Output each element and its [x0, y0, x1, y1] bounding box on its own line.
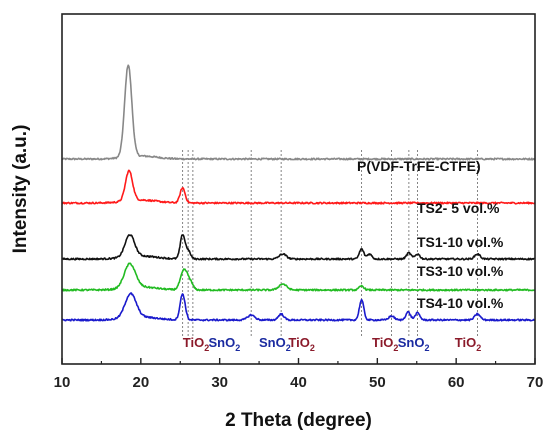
- plot-frame: [61, 13, 536, 365]
- x-axis-title: 2 Theta (degree): [225, 410, 372, 431]
- phase-label: SnO2: [398, 335, 430, 353]
- series-line: [61, 169, 536, 205]
- phase-label: TiO2: [372, 335, 398, 353]
- series-label: TS1-10 vol.%: [417, 234, 504, 250]
- curves: [61, 64, 536, 322]
- x-tick-label: 20: [132, 374, 149, 391]
- phase-label: TiO2: [183, 335, 209, 353]
- x-axis-ticks: 10 20 30 40 50 60 70: [54, 358, 544, 391]
- series-line: [61, 292, 536, 322]
- x-tick-label: 10: [54, 374, 71, 391]
- x-tick-label: 30: [211, 374, 228, 391]
- series-labels: P(VDF-TrFE-CTFE) TS2- 5 vol.% TS1-10 vol.%…: [357, 158, 504, 311]
- x-tick-label: 40: [290, 374, 307, 391]
- series-line: [61, 234, 536, 261]
- y-axis-title: Intensity (a.u.): [10, 125, 31, 254]
- x-tick-label: 70: [527, 374, 544, 391]
- reference-lines: [182, 150, 478, 336]
- series-label: TS3-10 vol.%: [417, 263, 504, 279]
- phase-label: TiO2: [288, 335, 314, 353]
- phase-label: SnO2: [209, 335, 241, 353]
- series-label: TS4-10 vol.%: [417, 295, 504, 311]
- series-label: P(VDF-TrFE-CTFE): [357, 158, 481, 174]
- series-label: TS2- 5 vol.%: [417, 200, 500, 216]
- series-line: [61, 64, 536, 161]
- x-tick-label: 60: [448, 374, 465, 391]
- series-line: [61, 262, 536, 292]
- x-tick-label: 50: [369, 374, 386, 391]
- phase-label: TiO2: [455, 335, 481, 353]
- phase-label: SnO2: [259, 335, 291, 353]
